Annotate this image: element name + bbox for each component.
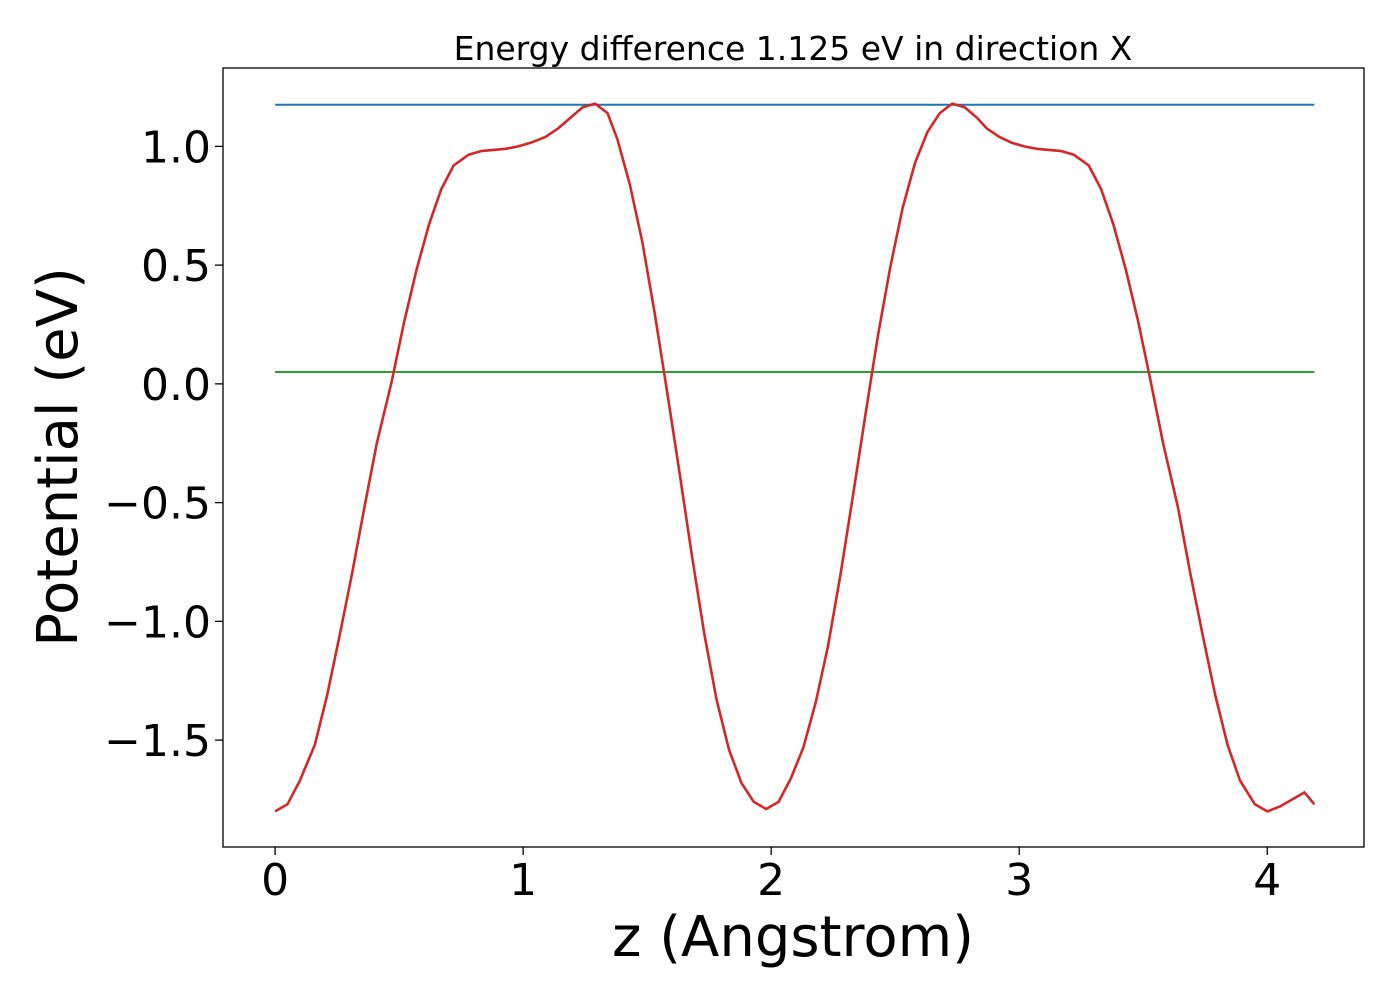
x-axis: 0 1 2 3 4	[261, 847, 1281, 906]
y-tick-label: −1.5	[104, 716, 211, 767]
y-tick-label: 1.0	[141, 122, 211, 173]
x-tick-label: 4	[1253, 855, 1281, 906]
y-tick-label: −1.0	[104, 597, 211, 648]
chart-title: Energy difference 1.125 eV in direction …	[454, 29, 1133, 68]
y-axis-label: Potential (eV)	[26, 267, 91, 647]
plot-frame	[222, 67, 1365, 848]
y-tick-label: 0.5	[141, 241, 211, 292]
series-line-2	[274, 102, 1316, 813]
x-tick-label: 0	[261, 855, 289, 906]
x-tick-label: 2	[757, 855, 785, 906]
y-tick-label: −0.5	[104, 479, 211, 530]
x-tick-label: 1	[509, 855, 537, 906]
plot-area	[274, 102, 1316, 813]
x-tick-label: 3	[1005, 855, 1033, 906]
x-axis-label: z (Angstrom)	[612, 905, 974, 970]
y-axis: −1.5 −1.0 −0.5 0.0 0.5 1.0	[104, 122, 223, 767]
y-tick-label: 0.0	[141, 360, 211, 411]
